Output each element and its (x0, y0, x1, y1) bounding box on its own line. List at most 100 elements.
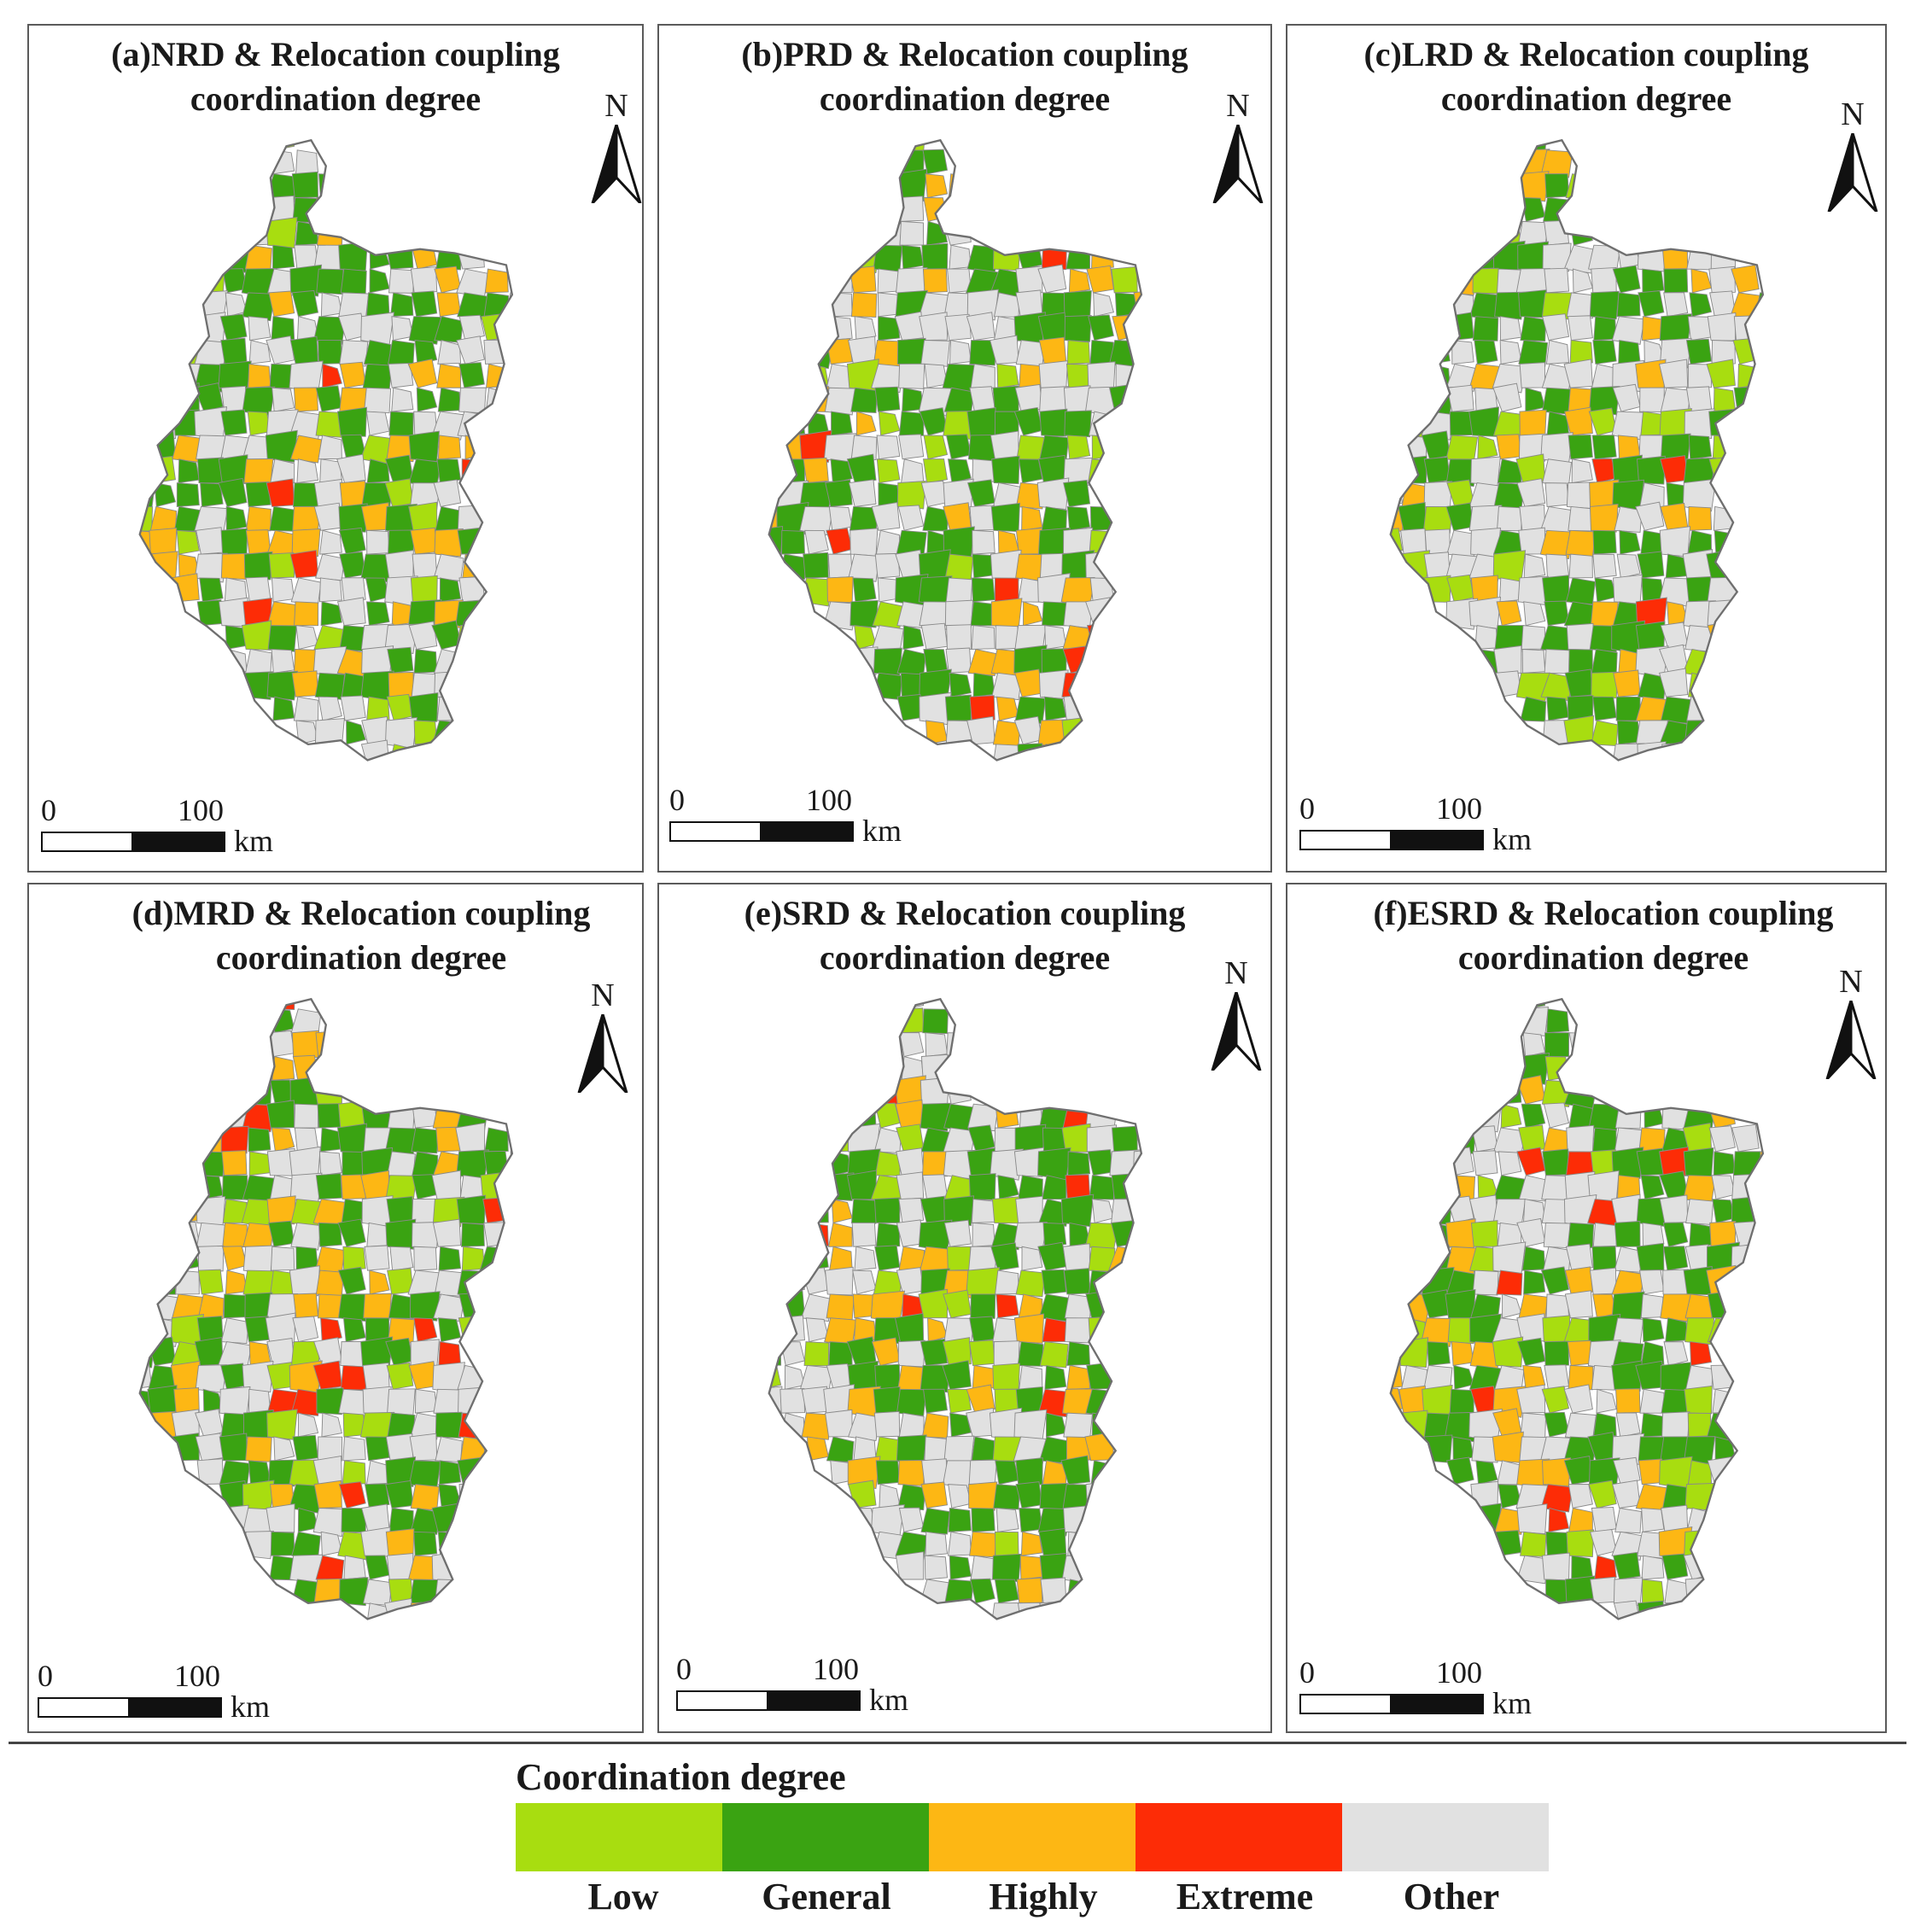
map-region (972, 1222, 995, 1247)
north-arrow-b: N (1211, 89, 1265, 203)
map-region (1638, 672, 1667, 700)
scale-segment-black (133, 832, 225, 852)
map-region (1592, 553, 1617, 579)
map-region (170, 382, 200, 412)
map-region (1545, 339, 1570, 365)
map-region (360, 1170, 390, 1200)
map-region (780, 1341, 806, 1367)
map-region (1544, 267, 1570, 294)
map-region (1525, 387, 1546, 412)
map-region (1470, 456, 1501, 487)
legend-title: Coordination degree (516, 1756, 846, 1798)
map-region (852, 577, 877, 603)
map-region (318, 1222, 342, 1247)
north-arrow-icon (591, 125, 642, 203)
map-region (1616, 553, 1641, 579)
map-region (1544, 600, 1570, 627)
map-region (1591, 1506, 1617, 1532)
map-region (270, 1246, 295, 1271)
map-region (873, 1410, 901, 1438)
map-region (1472, 316, 1499, 341)
map-region (924, 1555, 949, 1580)
map-region (388, 268, 414, 294)
map-region (851, 1222, 877, 1247)
map-region (1423, 1434, 1453, 1463)
map-region (297, 1412, 319, 1438)
map-region (1588, 1480, 1617, 1509)
map-region (944, 694, 972, 721)
map-region (943, 217, 972, 246)
map-region (321, 1412, 342, 1438)
map-region (342, 1317, 366, 1343)
map-region (436, 292, 462, 318)
map-region (342, 1436, 366, 1462)
map-region (173, 1387, 200, 1414)
map-region (991, 672, 1023, 701)
map-region (990, 502, 1020, 533)
map-region (921, 242, 949, 270)
map-region (387, 646, 414, 674)
map-region (139, 1341, 155, 1369)
map-region (803, 1341, 830, 1367)
map-region (410, 1507, 441, 1535)
scale-unit: km (1492, 1686, 1533, 1720)
map-region (1519, 504, 1546, 531)
map-region (1445, 1456, 1474, 1485)
map-region (1642, 1579, 1665, 1604)
map-region (1019, 1555, 1043, 1580)
map-region (1494, 1507, 1525, 1535)
map-region (439, 1460, 462, 1485)
map-region (1565, 1243, 1593, 1271)
map-region (849, 528, 879, 557)
map-region (920, 1364, 951, 1393)
map-region (850, 292, 878, 318)
map-region (1015, 1457, 1043, 1485)
north-arrow-icon (1827, 133, 1878, 212)
map-region (827, 553, 853, 579)
map-region (407, 359, 438, 388)
map-region (949, 1412, 972, 1438)
map-region (1021, 1246, 1043, 1271)
map-region (219, 1386, 251, 1417)
map-region (1590, 1529, 1617, 1556)
map-region (1448, 1175, 1476, 1201)
map-region (1015, 1195, 1043, 1224)
map-region (992, 243, 1021, 271)
map-region (248, 1127, 271, 1153)
map-region (1544, 648, 1570, 674)
map-region (1731, 1124, 1760, 1153)
map-region (1637, 551, 1665, 579)
map-region (268, 552, 295, 579)
map-region (990, 430, 1019, 460)
map-region (971, 625, 995, 650)
map-region (942, 1360, 972, 1390)
map-region (362, 1579, 393, 1607)
map-region (990, 1242, 1019, 1271)
panel-title-e: (e)SRD & Relocation coupling coordinatio… (744, 894, 1186, 977)
map-region (1043, 696, 1067, 721)
map-region (1495, 1054, 1522, 1081)
map-region (995, 1293, 1019, 1319)
map-region (827, 1222, 853, 1247)
map-region (197, 1151, 225, 1177)
map-region (1520, 316, 1547, 341)
map-region (1566, 622, 1594, 651)
map-region (874, 1245, 901, 1271)
map-region (1663, 268, 1689, 294)
map-region (385, 1456, 417, 1487)
map-region (899, 220, 925, 246)
map-region (271, 244, 295, 270)
map-region (1423, 456, 1451, 484)
map-region (1732, 337, 1760, 365)
map-region (969, 386, 995, 412)
map-region (245, 529, 271, 555)
map-region (825, 1409, 853, 1438)
map-region (1619, 529, 1641, 555)
map-region (1592, 340, 1617, 365)
map-region (1066, 244, 1091, 270)
map-region (412, 1222, 439, 1249)
map-region (923, 649, 949, 674)
map-region (291, 670, 319, 698)
map-region (1445, 363, 1478, 392)
map-region (1500, 1103, 1522, 1129)
